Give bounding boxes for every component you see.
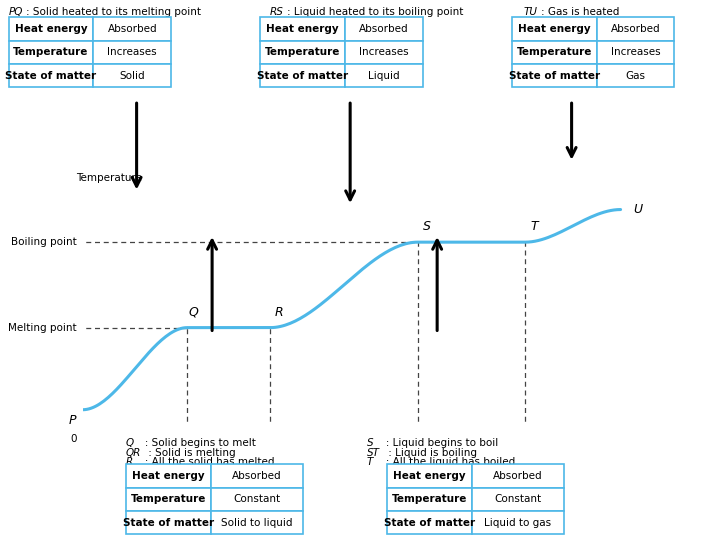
Text: Heat energy: Heat energy xyxy=(14,24,88,34)
Text: State of matter: State of matter xyxy=(509,70,600,81)
Text: : Solid begins to melt: : Solid begins to melt xyxy=(135,438,256,448)
Text: Constant: Constant xyxy=(233,494,280,505)
Text: Melting point: Melting point xyxy=(8,322,76,333)
Text: : Solid is melting: : Solid is melting xyxy=(145,448,235,457)
Text: TU: TU xyxy=(523,7,537,16)
Text: : Liquid begins to boil: : Liquid begins to boil xyxy=(376,438,498,448)
Text: Temperature: Temperature xyxy=(392,494,467,505)
Text: : Liquid is boiling: : Liquid is boiling xyxy=(385,448,477,457)
Text: : Solid heated to its melting point: : Solid heated to its melting point xyxy=(26,7,201,16)
Text: QR: QR xyxy=(126,448,141,457)
Text: T: T xyxy=(367,457,373,467)
Text: P: P xyxy=(69,414,76,427)
Text: Absorbed: Absorbed xyxy=(493,471,543,481)
Text: Liquid: Liquid xyxy=(368,70,400,81)
Text: : All the liquid has boiled: : All the liquid has boiled xyxy=(376,457,516,467)
Text: Temperature: Temperature xyxy=(517,47,592,57)
Text: State of matter: State of matter xyxy=(384,518,475,528)
Text: Q: Q xyxy=(188,306,198,319)
Text: : Liquid heated to its boiling point: : Liquid heated to its boiling point xyxy=(287,7,463,16)
Text: Liquid to gas: Liquid to gas xyxy=(484,518,551,528)
Text: Absorbed: Absorbed xyxy=(610,24,661,34)
Text: Temperature: Temperature xyxy=(265,47,340,57)
Text: Absorbed: Absorbed xyxy=(359,24,409,34)
Text: State of matter: State of matter xyxy=(257,70,348,81)
Text: State of matter: State of matter xyxy=(123,518,214,528)
Text: PQ: PQ xyxy=(9,7,23,16)
Text: Absorbed: Absorbed xyxy=(232,471,282,481)
Text: Q: Q xyxy=(126,438,134,448)
Text: R: R xyxy=(275,306,284,319)
Text: Temperature: Temperature xyxy=(131,494,206,505)
Text: Gas: Gas xyxy=(626,70,646,81)
Text: Heat energy: Heat energy xyxy=(132,471,205,481)
Text: Temperature: Temperature xyxy=(76,172,142,183)
Text: Heat energy: Heat energy xyxy=(518,24,591,34)
Text: S: S xyxy=(423,220,431,233)
Text: : All the solid has melted: : All the solid has melted xyxy=(135,457,275,467)
Text: Solid to liquid: Solid to liquid xyxy=(221,518,293,528)
Text: Increases: Increases xyxy=(107,47,157,57)
Text: Heat energy: Heat energy xyxy=(393,471,466,481)
Text: Absorbed: Absorbed xyxy=(107,24,157,34)
Text: S: S xyxy=(367,438,373,448)
Text: Solid: Solid xyxy=(119,70,145,81)
Text: Heat energy: Heat energy xyxy=(266,24,339,34)
Text: 0: 0 xyxy=(70,435,76,444)
Text: Increases: Increases xyxy=(359,47,409,57)
Text: ST: ST xyxy=(367,448,380,457)
Text: Boiling point: Boiling point xyxy=(11,237,76,247)
Text: Constant: Constant xyxy=(494,494,541,505)
Text: Increases: Increases xyxy=(610,47,661,57)
Text: Temperature: Temperature xyxy=(14,47,88,57)
Text: R: R xyxy=(126,457,133,467)
Text: : Gas is heated: : Gas is heated xyxy=(541,7,619,16)
Text: RS: RS xyxy=(270,7,283,16)
Text: T: T xyxy=(531,220,539,233)
Text: State of matter: State of matter xyxy=(6,70,96,81)
Text: U: U xyxy=(633,203,642,216)
